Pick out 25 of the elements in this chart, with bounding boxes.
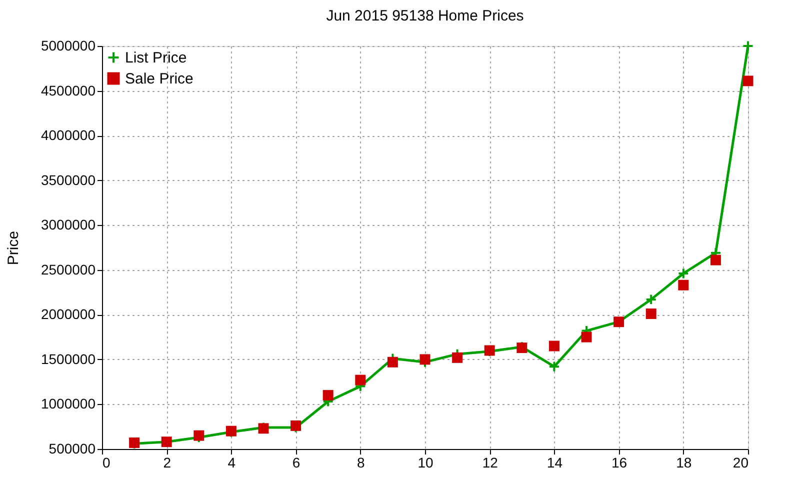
y-tick-label: 3500000 [40, 172, 96, 188]
x-tick-label: 18 [676, 454, 692, 470]
y-tick-label: 4000000 [40, 127, 96, 144]
y-tick-label: 1000000 [40, 396, 96, 412]
x-tick-label: 4 [228, 454, 236, 470]
chart-title: Jun 2015 95138 Home Prices [326, 7, 524, 24]
x-tick-label: 10 [418, 454, 434, 470]
x-tick-label: 8 [357, 454, 365, 470]
y-tick-label: 500000 [48, 440, 96, 456]
legend-label: List Price [125, 50, 187, 66]
x-tick-label: 0 [102, 454, 110, 470]
legend-label: Sale Price [125, 70, 194, 88]
y-tick-label: 1500000 [40, 350, 96, 367]
x-tick-label: 6 [292, 454, 300, 470]
y-tick-label: 3000000 [40, 216, 96, 233]
y-tick-label: 2500000 [40, 261, 96, 278]
x-tick-label: 16 [612, 454, 628, 470]
x-tick-label: 14 [546, 454, 563, 470]
y-tick-label: 5000000 [40, 38, 96, 54]
x-tick-label: 2 [163, 454, 172, 470]
y-tick-label: 2000000 [40, 306, 96, 322]
x-tick-label: 12 [482, 454, 498, 470]
x-tick-label: 20 [732, 454, 749, 470]
y-tick-label: 4500000 [40, 82, 96, 98]
y-axis-title: Price [4, 230, 22, 266]
